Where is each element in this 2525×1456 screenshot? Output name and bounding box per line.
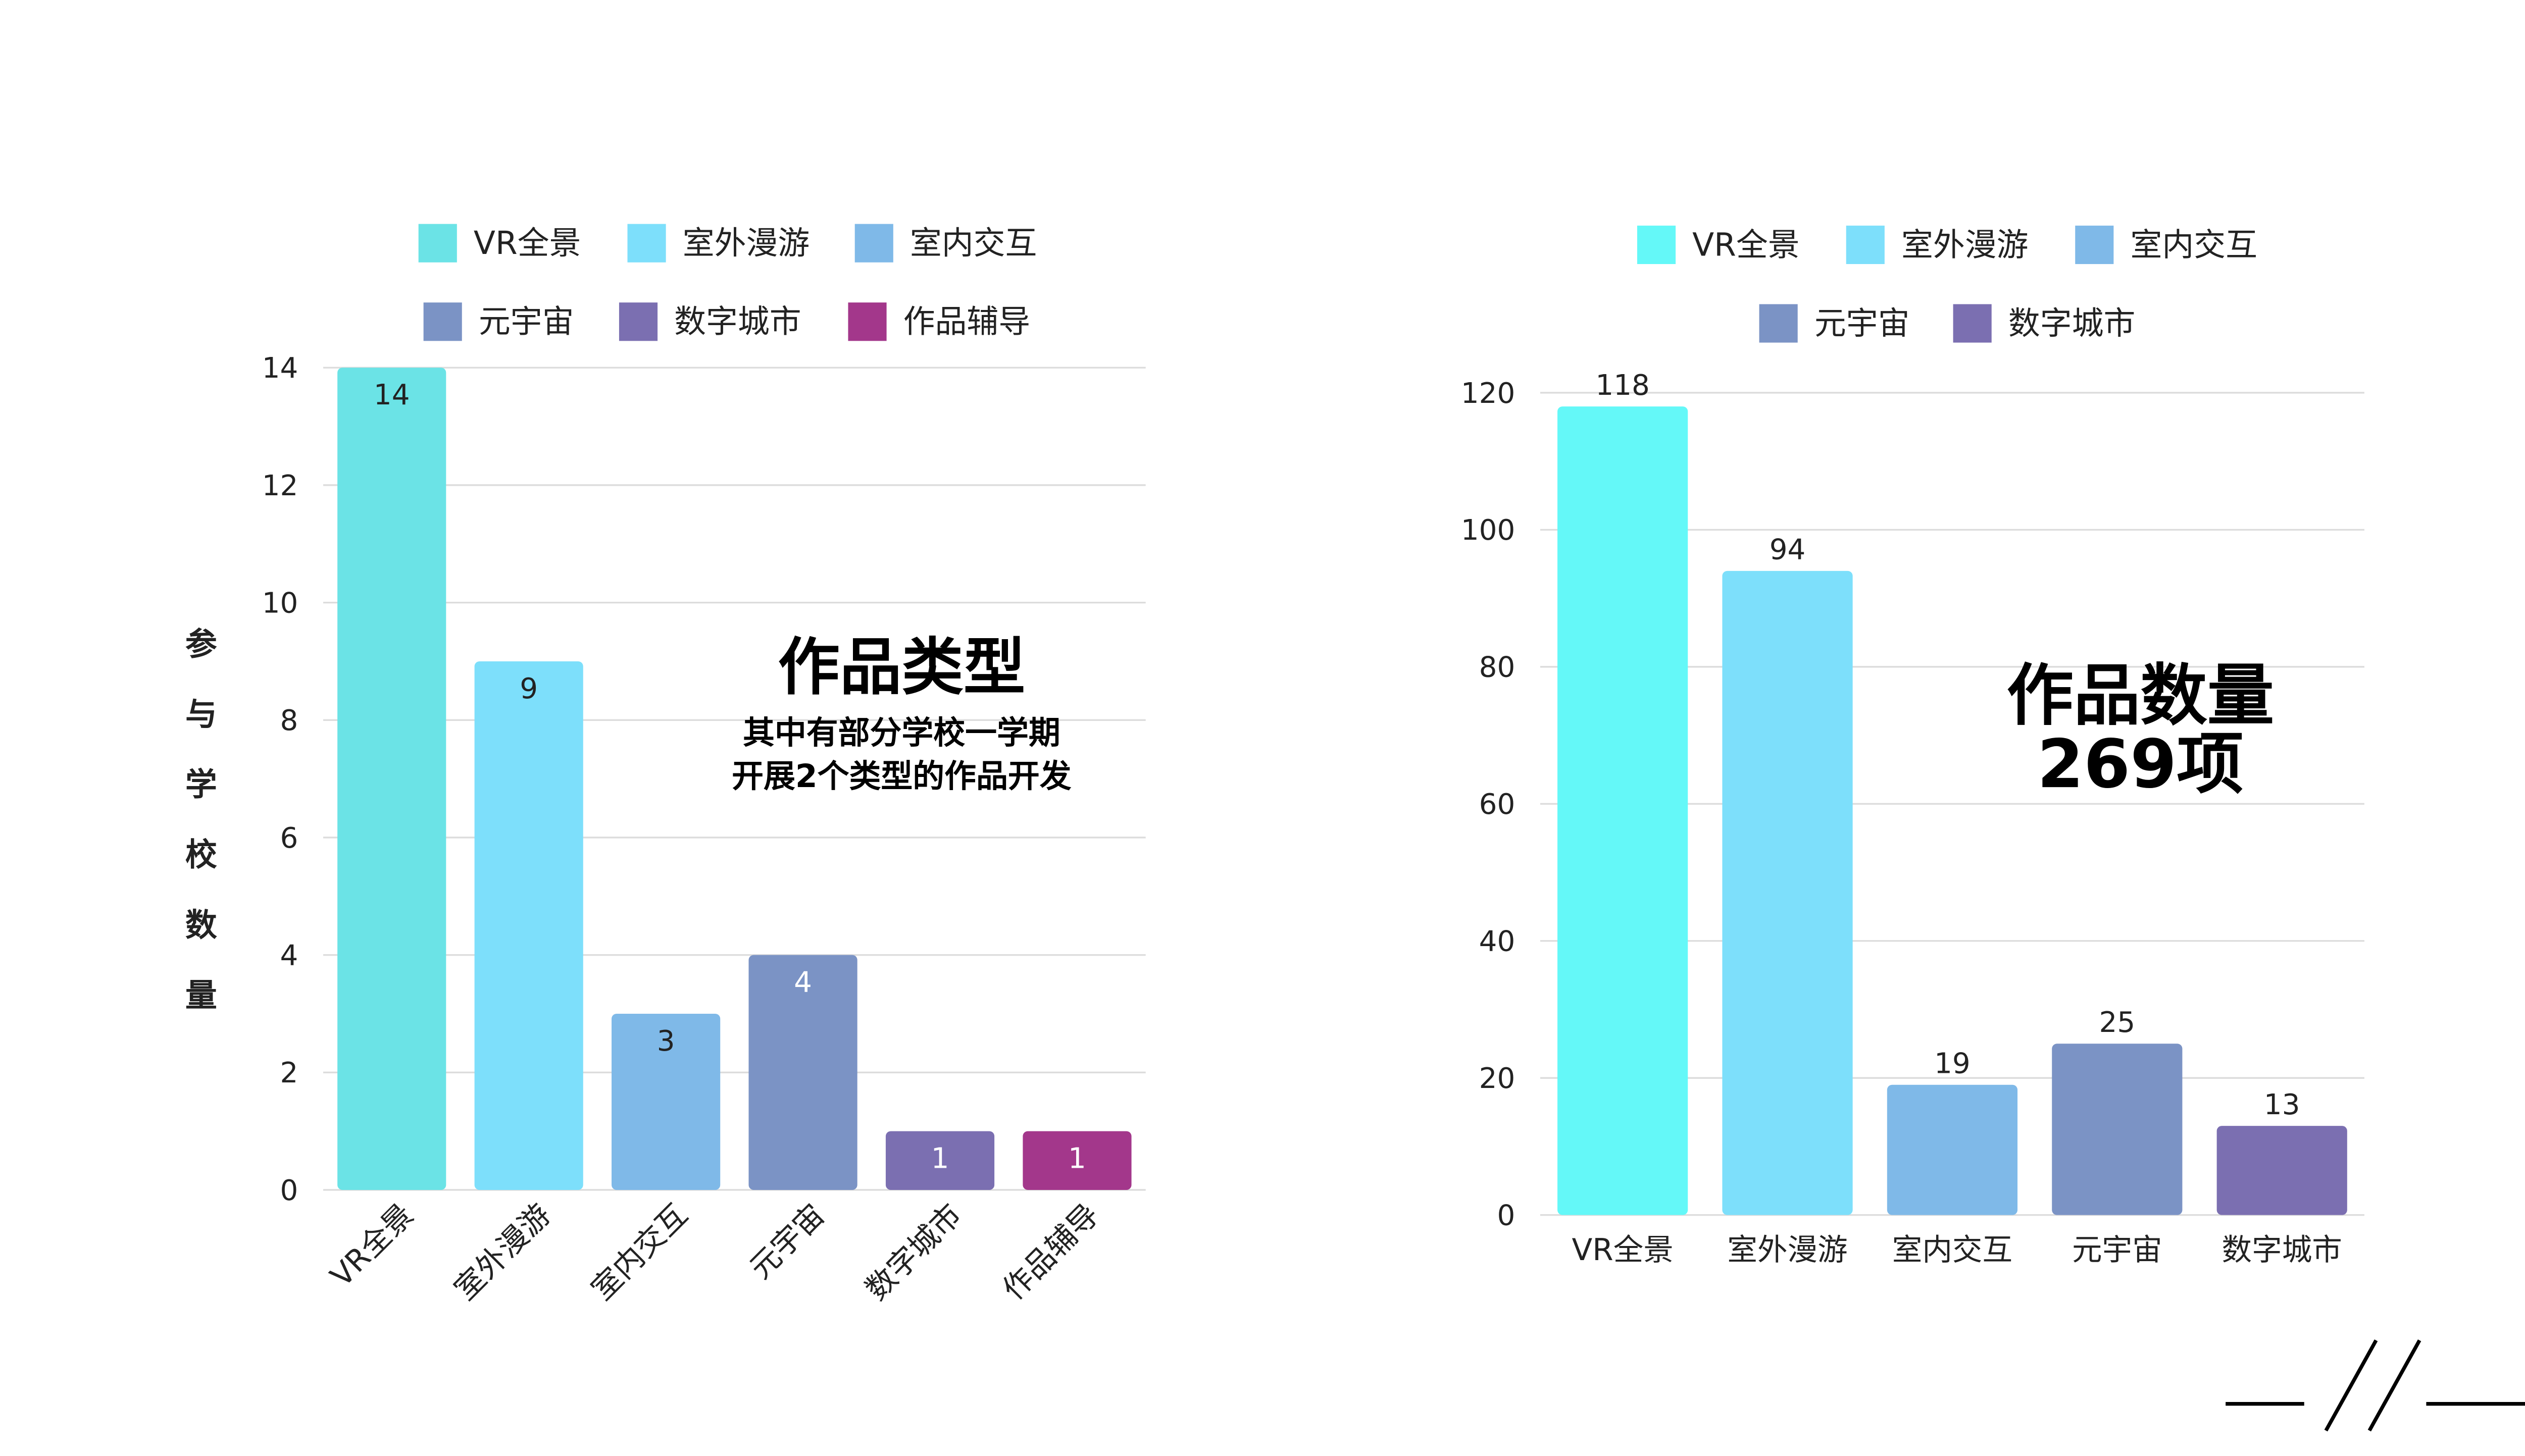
- data-label-数字城市: 1: [931, 1142, 949, 1175]
- bar-VR全景: [1557, 406, 1688, 1215]
- bar-VR全景: [337, 368, 446, 1190]
- y-tick-label-3: 6: [280, 822, 298, 855]
- data-label-元宇宙: 4: [794, 966, 812, 999]
- legend-label-室外漫游: 室外漫游: [683, 225, 810, 262]
- x-tick-label-室外漫游: 室外漫游: [448, 1198, 558, 1307]
- data-label-室内交互: 3: [657, 1025, 675, 1058]
- legend-label-元宇宙: 元宇宙: [1814, 305, 1910, 342]
- legend-swatch-元宇宙: [1759, 304, 1798, 343]
- chart-subtitle-0: 269项: [2037, 725, 2244, 803]
- y-axis-label-char: 学: [185, 766, 217, 803]
- y-axis-label-char: 与: [185, 696, 217, 733]
- y-tick-label-3: 60: [1479, 788, 1516, 821]
- legend-swatch-数字城市: [619, 302, 658, 341]
- x-tick-label-元宇宙: 元宇宙: [743, 1198, 832, 1286]
- corner-decoration: [2226, 1339, 2525, 1432]
- bar-室外漫游: [1722, 570, 1853, 1215]
- chart-2: 0 20 40 60 80 100 120 118 VR全景 94 室外漫游 19 室内交互 25 元宇宙 1…: [1461, 225, 2364, 1268]
- data-label-室外漫游: 9: [520, 672, 538, 705]
- bar-元宇宙: [748, 955, 857, 1190]
- x-tick-label-室内交互: 室内交互: [1892, 1233, 2012, 1268]
- y-tick-label-1: 20: [1479, 1062, 1516, 1095]
- x-tick-label-室内交互: 室内交互: [585, 1198, 694, 1307]
- y-tick-label-4: 8: [280, 704, 298, 737]
- y-tick-label-0: 0: [280, 1174, 298, 1207]
- bar-室内交互: [1887, 1084, 2018, 1215]
- legend-label-室外漫游: 室外漫游: [1901, 226, 2029, 263]
- chart-subtitle-0: 其中有部分学校一学期: [743, 714, 1060, 751]
- x-tick-label-VR全景: VR全景: [1572, 1233, 1673, 1268]
- y-tick-label-2: 4: [280, 939, 298, 972]
- legend-swatch-室外漫游: [627, 224, 666, 263]
- bar-元宇宙: [2052, 1044, 2183, 1215]
- chart-title: 作品类型: [778, 631, 1025, 703]
- y-tick-label-5: 100: [1461, 514, 1515, 547]
- legend-swatch-VR全景: [1637, 225, 1676, 265]
- data-label-VR全景: 118: [1595, 369, 1649, 402]
- y-tick-label-4: 80: [1479, 651, 1516, 684]
- legend-label-元宇宙: 元宇宙: [479, 303, 574, 340]
- y-axis-label: 参与学校数量: [185, 626, 217, 1014]
- legend-swatch-数字城市: [1953, 304, 1992, 343]
- y-tick-label-6: 120: [1461, 377, 1515, 410]
- legend-swatch-元宇宙: [423, 302, 462, 341]
- data-label-作品辅导: 1: [1068, 1142, 1086, 1175]
- y-tick-label-1: 2: [280, 1057, 298, 1089]
- bar-室内交互: [612, 1013, 721, 1190]
- x-tick-label-数字城市: 数字城市: [2222, 1233, 2342, 1268]
- y-axis-label-char: 校: [185, 837, 217, 873]
- legend-label-VR全景: VR全景: [474, 225, 581, 262]
- data-label-VR全景: 14: [374, 379, 410, 411]
- bar-作品辅导: [1023, 1131, 1132, 1190]
- bar-室外漫游: [474, 661, 583, 1190]
- y-tick-label-0: 0: [1497, 1199, 1515, 1232]
- data-label-室内交互: 19: [1934, 1048, 1971, 1080]
- legend-label-VR全景: VR全景: [1692, 226, 1799, 263]
- legend-label-作品辅导: 作品辅导: [903, 303, 1031, 340]
- legend-label-室内交互: 室内交互: [2130, 226, 2257, 263]
- bars: [337, 368, 1132, 1190]
- y-tick-label-7: 14: [262, 352, 298, 385]
- legend-swatch-室内交互: [2075, 225, 2114, 265]
- y-tick-label-2: 40: [1479, 925, 1516, 958]
- bars: [1557, 406, 2347, 1215]
- legend-swatch-VR全景: [418, 224, 457, 263]
- chart-1: 0 2 4 6 8 10 12 14 14 VR全景 9 室外漫游 3 室内交互 4 元宇宙 1 数字城市 1 作品辅…: [185, 224, 1146, 1307]
- chart-title: 作品数量: [2007, 657, 2275, 735]
- y-tick-label-5: 10: [262, 587, 298, 619]
- bar-数字城市: [2216, 1126, 2347, 1215]
- legend-label-数字城市: 数字城市: [674, 303, 801, 340]
- legend-swatch-室内交互: [854, 224, 893, 263]
- legend-label-室内交互: 室内交互: [910, 225, 1037, 262]
- gridlines: [323, 367, 1146, 1191]
- bar-数字城市: [885, 1131, 995, 1190]
- chart-subtitle-1: 开展2个类型的作品开发: [732, 758, 1072, 795]
- data-label-室外漫游: 94: [1770, 534, 1806, 566]
- legend-swatch-室外漫游: [1846, 225, 1885, 265]
- x-tick-label-元宇宙: 元宇宙: [2072, 1233, 2162, 1268]
- y-axis-label-char: 数: [185, 907, 217, 944]
- legend-swatch-作品辅导: [848, 302, 887, 341]
- y-axis-label-char: 参: [185, 626, 217, 663]
- data-label-元宇宙: 25: [2099, 1006, 2136, 1039]
- x-tick-label-作品辅导: 作品辅导: [996, 1198, 1106, 1307]
- x-tick-label-室外漫游: 室外漫游: [1727, 1233, 1847, 1268]
- y-axis-label-char: 量: [185, 977, 217, 1014]
- x-tick-label-VR全景: VR全景: [324, 1198, 421, 1294]
- data-label-数字城市: 13: [2264, 1088, 2300, 1121]
- x-tick-label-数字城市: 数字城市: [859, 1198, 969, 1307]
- y-tick-label-6: 12: [262, 470, 298, 502]
- legend-label-数字城市: 数字城市: [2008, 305, 2136, 342]
